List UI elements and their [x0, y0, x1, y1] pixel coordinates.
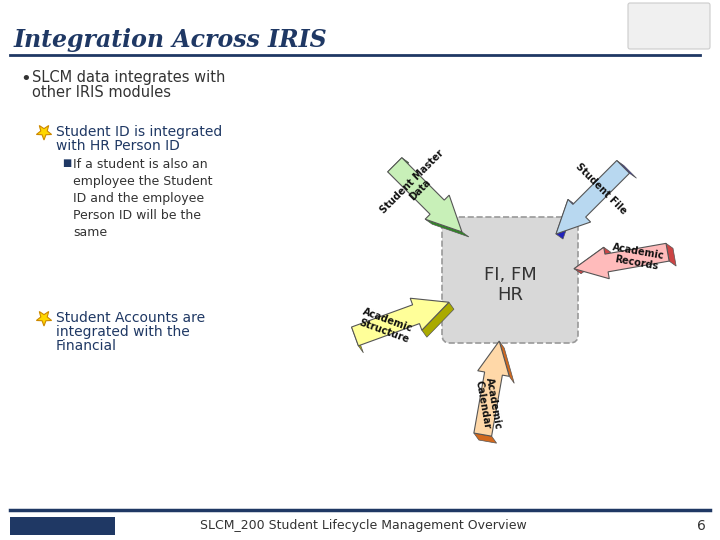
Polygon shape [617, 160, 636, 178]
Polygon shape [351, 298, 449, 346]
Text: Student Accounts are: Student Accounts are [56, 311, 205, 325]
Text: Integration Across IRIS: Integration Across IRIS [14, 28, 328, 52]
Text: Academic
Structure: Academic Structure [357, 306, 414, 345]
Polygon shape [425, 219, 469, 237]
Polygon shape [351, 327, 364, 353]
Text: Student ID is integrated: Student ID is integrated [56, 125, 222, 139]
Text: If a student is also an
employee the Student
ID and the employee
Person ID will : If a student is also an employee the Stu… [73, 158, 212, 239]
Text: other IRIS modules: other IRIS modules [32, 85, 171, 100]
Polygon shape [474, 341, 509, 436]
Text: UNIVERSITY OF KENTUCKY: UNIVERSITY OF KENTUCKY [28, 523, 111, 529]
Text: integrated with the: integrated with the [56, 325, 190, 339]
Polygon shape [37, 125, 52, 140]
Text: UK: UK [16, 521, 32, 531]
Text: Academic
Calendar: Academic Calendar [473, 376, 503, 432]
Text: SLCM_200 Student Lifecycle Management Overview: SLCM_200 Student Lifecycle Management Ov… [200, 519, 527, 532]
Polygon shape [37, 312, 52, 326]
Polygon shape [574, 244, 669, 279]
Polygon shape [666, 244, 676, 266]
Text: •: • [20, 70, 31, 88]
Text: SLCM data integrates with: SLCM data integrates with [32, 70, 225, 85]
Text: ■: ■ [62, 158, 71, 168]
FancyBboxPatch shape [442, 217, 578, 343]
Text: FI, FM
HR: FI, FM HR [484, 266, 536, 305]
FancyBboxPatch shape [628, 3, 710, 49]
Text: Academic
Records: Academic Records [609, 242, 665, 273]
Polygon shape [422, 302, 454, 337]
Text: 6: 6 [697, 519, 706, 533]
Polygon shape [387, 158, 409, 177]
Polygon shape [499, 341, 514, 383]
Polygon shape [474, 433, 497, 443]
Polygon shape [556, 160, 629, 234]
Polygon shape [387, 158, 462, 232]
Text: Financial: Financial [56, 339, 117, 353]
Text: Student Master
Data: Student Master Data [378, 148, 454, 224]
Text: with HR Person ID: with HR Person ID [56, 139, 180, 153]
Polygon shape [574, 247, 611, 274]
Polygon shape [556, 199, 575, 239]
FancyBboxPatch shape [10, 517, 115, 535]
Text: Student File: Student File [574, 161, 629, 216]
Text: IRIS: IRIS [664, 14, 695, 28]
